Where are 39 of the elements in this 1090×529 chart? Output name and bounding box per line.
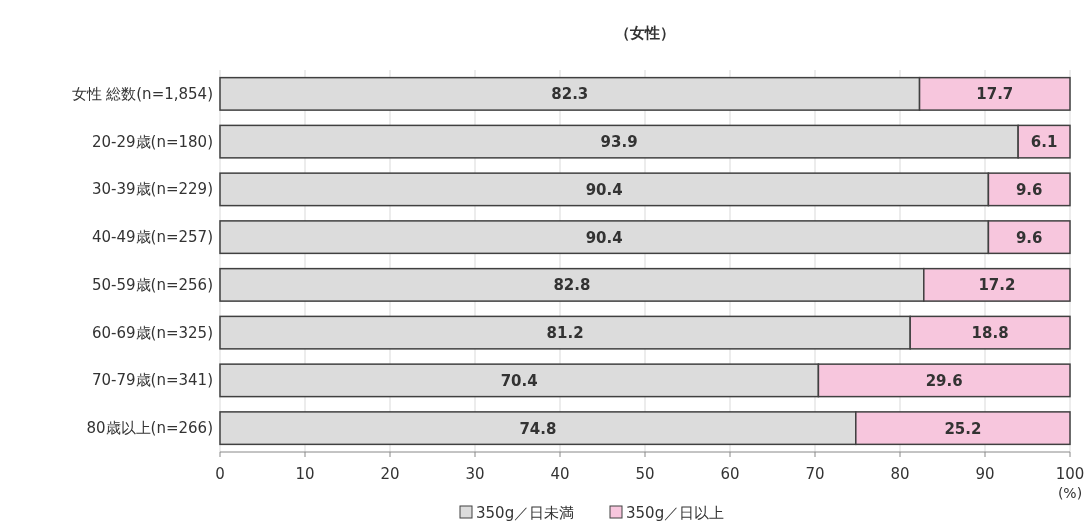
x-tick-label: 80	[890, 465, 910, 483]
y-tick-label: 20-29歳(n=180)	[92, 132, 213, 151]
x-tick-label: 0	[215, 465, 225, 483]
data-label: 6.1	[1030, 133, 1058, 152]
data-label: 93.9	[600, 133, 638, 152]
x-tick-label: 30	[465, 465, 485, 483]
chart-title: （女性）	[615, 24, 675, 42]
data-label: 17.7	[976, 85, 1014, 104]
x-tick-label: 50	[635, 465, 655, 483]
data-label: 74.8	[519, 419, 557, 438]
x-tick-label: 10	[295, 465, 315, 483]
data-label: 29.6	[925, 371, 963, 390]
legend-label: 350g／日以上	[626, 504, 725, 522]
y-tick-label: 70-79歳(n=341)	[92, 371, 213, 390]
data-label: 90.4	[585, 228, 623, 247]
x-tick-label: 20	[380, 465, 400, 483]
y-tick-label: 30-39歳(n=229)	[92, 180, 213, 199]
x-tick-label: 90	[975, 465, 995, 483]
data-label: 9.6	[1015, 180, 1043, 199]
x-tick-label: 70	[805, 465, 825, 483]
x-tick-label: 40	[550, 465, 570, 483]
data-label: 25.2	[944, 419, 982, 438]
y-tick-label: 50-59歳(n=256)	[92, 275, 213, 294]
data-label: 82.8	[553, 276, 591, 295]
x-axis-title: (%)	[1057, 485, 1083, 501]
data-label: 90.4	[585, 180, 623, 199]
y-tick-label: 女性 総数(n=1,854)	[71, 84, 213, 103]
x-tick-label: 60	[720, 465, 740, 483]
y-tick-label: 40-49歳(n=257)	[92, 228, 213, 247]
data-label: 81.2	[546, 324, 584, 343]
data-label: 70.4	[500, 371, 538, 390]
data-label: 18.8	[971, 324, 1009, 343]
x-tick-label: 100	[1055, 465, 1085, 483]
y-tick-label: 80歳以上(n=266)	[86, 419, 213, 438]
legend-label: 350g／日未満	[476, 504, 575, 522]
data-label: 9.6	[1015, 228, 1043, 247]
data-label: 82.3	[551, 85, 589, 104]
data-label: 17.2	[978, 276, 1016, 295]
y-tick-label: 60-69歳(n=325)	[92, 323, 213, 342]
